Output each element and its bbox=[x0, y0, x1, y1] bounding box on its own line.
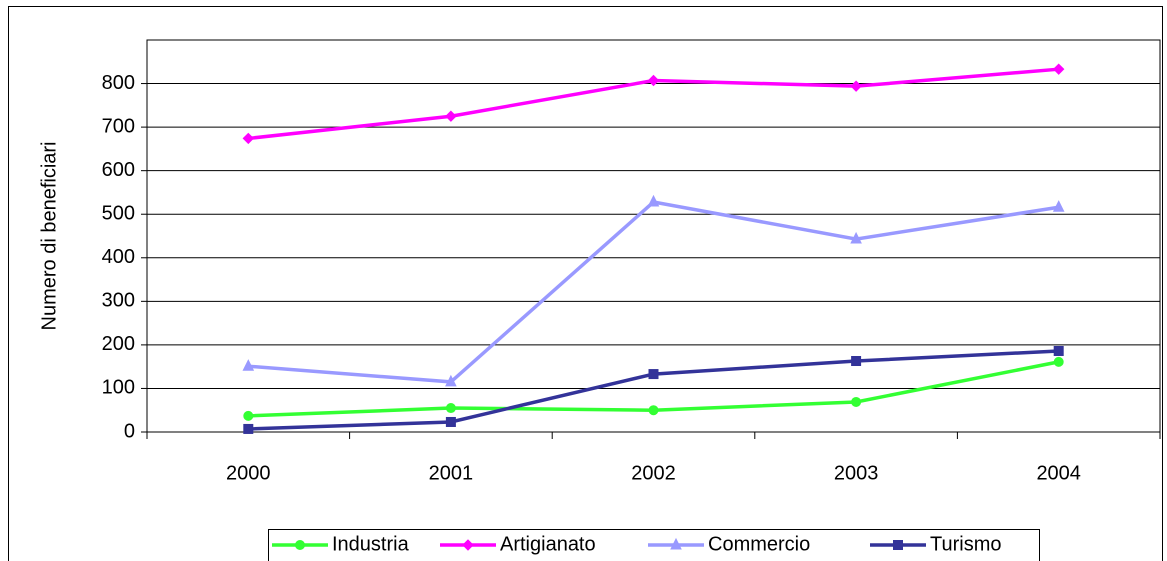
marker bbox=[647, 194, 660, 207]
y-tick-label: 800 bbox=[102, 72, 135, 94]
marker bbox=[242, 132, 255, 145]
marker bbox=[445, 416, 456, 427]
marker bbox=[1053, 356, 1064, 367]
marker bbox=[462, 539, 474, 551]
marker bbox=[1052, 63, 1065, 75]
marker bbox=[1053, 345, 1064, 356]
legend-label: Artigianato bbox=[500, 533, 596, 555]
x-tick-label: 2003 bbox=[834, 462, 879, 484]
legend-label: Industria bbox=[332, 533, 410, 555]
marker bbox=[647, 74, 660, 87]
chart-frame bbox=[8, 6, 1163, 561]
marker bbox=[851, 356, 862, 367]
marker bbox=[1052, 200, 1065, 212]
marker bbox=[242, 359, 255, 371]
marker bbox=[893, 540, 903, 550]
legend-label: Commercio bbox=[708, 533, 810, 555]
marker bbox=[850, 80, 862, 92]
y-tick-label: 400 bbox=[102, 246, 135, 268]
marker bbox=[445, 110, 457, 122]
marker bbox=[670, 537, 682, 550]
x-tick-label: 2001 bbox=[429, 462, 474, 484]
y-tick-label: 300 bbox=[102, 290, 135, 312]
y-tick-label: 500 bbox=[102, 203, 135, 225]
marker bbox=[851, 396, 862, 407]
y-axis-title: Numero di beneficiari bbox=[38, 142, 60, 331]
marker bbox=[445, 374, 457, 387]
marker bbox=[648, 369, 659, 380]
y-tick-label: 100 bbox=[102, 377, 135, 399]
marker bbox=[850, 231, 862, 244]
legend: Industria Artigianato Commercio Turismo bbox=[268, 529, 1040, 561]
y-tick-label: 0 bbox=[124, 420, 135, 442]
y-tick-label: 600 bbox=[102, 159, 135, 181]
marker bbox=[243, 410, 254, 421]
x-tick-label: 2002 bbox=[631, 462, 676, 484]
marker bbox=[295, 540, 305, 550]
marker bbox=[445, 403, 456, 414]
legend-label: Turismo bbox=[930, 533, 1001, 555]
y-tick-label: 200 bbox=[102, 333, 135, 355]
x-tick-label: 2004 bbox=[1036, 462, 1081, 484]
x-tick-label: 2000 bbox=[226, 462, 271, 484]
y-tick-label: 700 bbox=[102, 115, 135, 137]
marker bbox=[243, 423, 254, 434]
marker bbox=[648, 405, 659, 416]
